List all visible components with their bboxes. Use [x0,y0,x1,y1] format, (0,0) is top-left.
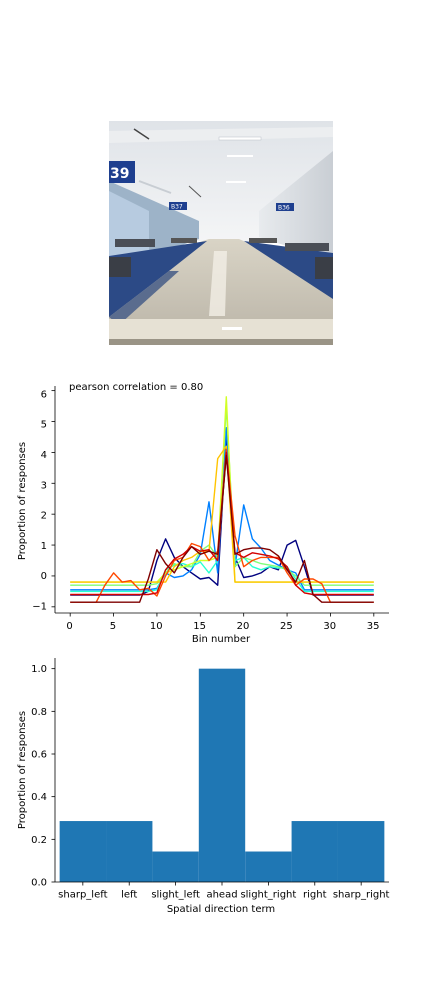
gate-sign-large-label: 39 [110,166,129,182]
bar-sharp-right [337,821,385,882]
y-tick-label: 6 [41,389,47,400]
photo-ceiling-beam [109,127,333,143]
bar-chart-ylabel: Proportion of responses [17,711,28,829]
photo-floor-reflection [222,327,242,330]
x-tick-label: sharp_right [333,890,390,901]
y-tick-label: 0.8 [31,707,47,718]
bar-slight-left [152,851,199,882]
gate-sign-left-label: B37 [171,204,183,211]
gate-sign-large [109,161,135,183]
bar-ahead [198,668,246,882]
x-tick-label: 5 [110,621,116,632]
line-chart: pearson correlation = 0.80 0 5 10 15 20 … [17,382,389,645]
photo-floor-reflection [209,251,227,316]
gate-sign-right-label: B36 [278,205,290,212]
photo-seats [115,239,155,247]
bar-chart: sharp_left left slight_left ahead slight_rig… [17,658,390,915]
line-chart-ylabel: Proportion of responses [17,442,28,560]
line-chart-annotation: pearson correlation = 0.80 [69,382,203,393]
photo-ceiling-light [227,155,253,157]
bar-sharp-left [59,821,107,882]
y-tick-label: −1 [32,602,47,613]
bar-slight-right [245,851,292,882]
photo-seats [249,238,277,243]
photo-seats [285,243,329,251]
photo-ceiling-light [133,128,150,140]
line-series-6 [70,445,374,583]
photo-carpet-right [244,241,333,299]
bar-left [106,821,153,882]
photo-seats [315,257,333,279]
x-tick-label: right [303,890,327,901]
x-tick-label: 0 [66,621,72,632]
photo-ceiling-light [226,181,246,183]
x-tick-label: slight_left [151,890,200,901]
x-tick-label: sharp_left [58,890,107,901]
y-tick-label: 0.0 [31,878,47,889]
photo-seats [171,238,197,243]
line-series-1 [70,436,374,596]
x-tick-label: slight_right [240,890,296,901]
x-tick-label: ahead [206,890,237,901]
y-tick-label: 0.6 [31,750,47,761]
y-tick-label: 3 [41,480,47,491]
gate-sign-right [276,203,294,211]
bar-chart-xlabel: Spatial direction term [167,904,275,915]
photo-right-wall [259,151,333,261]
y-tick-label: 2 [41,511,47,522]
y-tick-label: 0.2 [31,835,47,846]
gate-sign-left [169,202,187,210]
line-chart-xlabel: Bin number [192,634,251,645]
photo-ceiling-stripe [188,185,202,198]
y-tick-label: 0.4 [31,792,47,803]
photo-floor-band [109,339,333,345]
photo-seats [109,257,131,277]
x-tick-label: 15 [193,621,206,632]
photo-floor-stripe [109,271,179,325]
photo-ceiling-light [218,136,262,141]
y-tick-label: 1 [41,541,47,552]
line-series-5 [70,396,374,583]
y-tick-label: 5 [41,420,47,431]
photo-ceiling-stripe [138,180,172,194]
y-tick-label: 1.0 [31,664,47,675]
airport-terminal-photo: 39 B37 B36 [109,121,333,345]
x-tick-label: 10 [150,621,163,632]
x-tick-label: left [121,890,137,901]
x-tick-label: 30 [323,621,336,632]
x-tick-label: 20 [237,621,250,632]
photo-carpet-left [109,241,207,317]
y-tick-label: 4 [41,450,47,461]
x-tick-label: 35 [367,621,380,632]
photo-floor-band [109,319,333,339]
x-tick-label: 25 [280,621,293,632]
y-tick-label: 0 [41,571,47,582]
line-series-9 [70,454,374,603]
bar-right [291,821,338,882]
